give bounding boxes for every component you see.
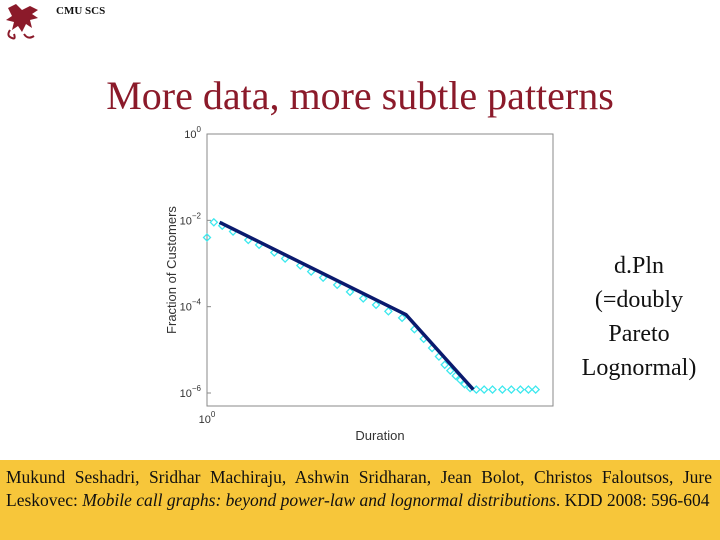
model-note-line: Pareto [608, 321, 670, 347]
data-point [202, 233, 212, 242]
data-point [345, 287, 355, 297]
citation-box: Mukund Seshadri, Sridhar Machiraju, Ashw… [0, 460, 720, 540]
x-tick-label: 100 [199, 410, 216, 426]
cmu-dragon-logo [6, 4, 38, 40]
model-note-line: (=doubly [594, 287, 684, 313]
model-note-line: d.Pln [613, 253, 664, 279]
y-tick-label: 100 [184, 125, 201, 141]
model-note: d.Pln (=doubly Pareto Lognormal) [566, 249, 712, 385]
y-tick-label: 10−2 [180, 211, 202, 227]
org-label: CMU SCS [56, 5, 106, 17]
fit-line [218, 220, 475, 391]
y-tick-label: 10−4 [180, 298, 202, 314]
data-point [397, 313, 407, 323]
data-point [358, 294, 368, 303]
citation-venue: . KDD 2008: 596-604 [555, 490, 710, 510]
data-point [506, 385, 516, 395]
model-note-line: Lognormal) [581, 355, 697, 381]
data-point [209, 217, 219, 227]
data-point [488, 385, 497, 395]
y-tick-label: 10−6 [180, 384, 202, 400]
data-point [497, 385, 507, 395]
loglog-chart: 100 10−2 10−4 10−6 100 Fraction of Customer… [164, 125, 554, 443]
data-point [383, 306, 393, 316]
data-point [445, 366, 455, 376]
citation-authors: Mukund Seshadri, Sridhar Machiraju, Ashw… [6, 467, 712, 510]
citation-paper-title: Mobile call graphs: beyond power-law and… [82, 490, 556, 510]
data-point [440, 360, 450, 370]
data-point [371, 300, 381, 310]
slide-title: More data, more subtle patterns [106, 73, 614, 118]
y-axis-label: Fraction of Customers [164, 206, 179, 334]
plot-area-frame [206, 133, 554, 407]
data-point [515, 385, 525, 395]
x-axis-label: Duration [355, 428, 404, 443]
data-point [479, 385, 489, 395]
data-point [524, 385, 533, 395]
data-point [531, 385, 541, 395]
